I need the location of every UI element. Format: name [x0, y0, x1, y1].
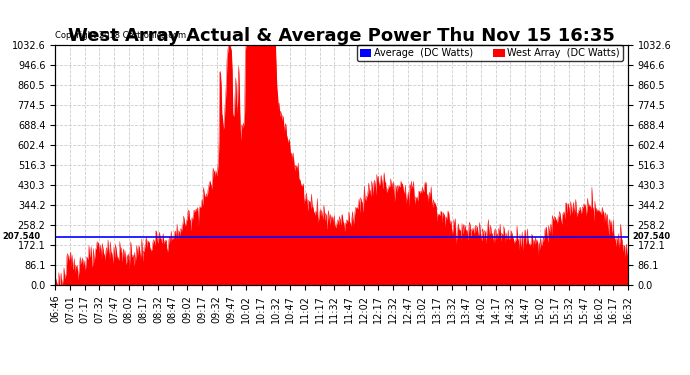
Text: Copyright 2018 Cartronics.com: Copyright 2018 Cartronics.com — [55, 31, 186, 40]
Text: 207.540: 207.540 — [3, 232, 41, 241]
Legend: Average  (DC Watts), West Array  (DC Watts): Average (DC Watts), West Array (DC Watts… — [357, 45, 623, 61]
Title: West Array Actual & Average Power Thu Nov 15 16:35: West Array Actual & Average Power Thu No… — [68, 27, 615, 45]
Text: 207.540: 207.540 — [632, 232, 670, 241]
